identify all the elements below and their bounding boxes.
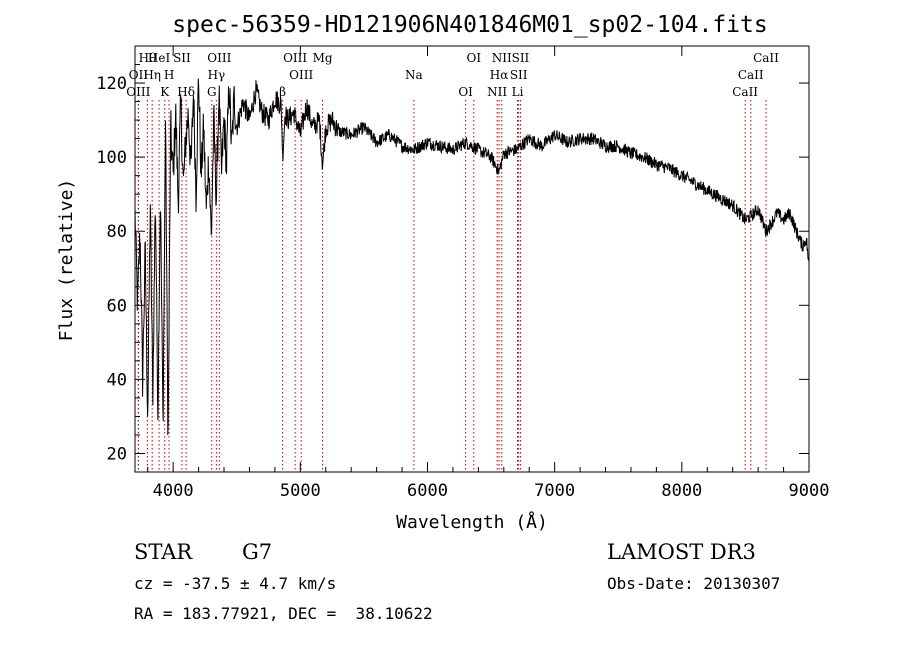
spectral-line-label: CaII <box>738 68 764 82</box>
object-class: STAR <box>134 540 193 564</box>
spectral-line-label: Hη <box>143 68 161 82</box>
x-tick-label: 4000 <box>153 481 194 501</box>
spectral-line-label: CaII <box>753 51 779 65</box>
redshift-velocity: cz = -37.5 ± 4.7 km/s <box>134 574 337 593</box>
x-axis-ticks: 4000 5000 6000 7000 8000 9000 <box>147 46 830 501</box>
spectral-line-label: OIII <box>283 51 307 65</box>
y-axis-label: Flux (relative) <box>56 179 77 342</box>
plot-frame <box>134 45 810 473</box>
spectral-line-label: SII <box>510 68 528 82</box>
y-tick-label: 100 <box>96 148 127 168</box>
spectral-line-label: Hδ <box>177 85 195 99</box>
spectral-line-label: HeI <box>148 51 171 65</box>
spectral-line-label: OI <box>458 85 473 99</box>
spectral-line-label: SII <box>512 51 530 65</box>
y-tick-label: 60 <box>107 296 127 316</box>
spectral-line-label: NII <box>487 85 507 99</box>
x-tick-label: 8000 <box>661 481 702 501</box>
spectral-line-label: β <box>279 85 286 99</box>
spectral-line-label: CaII <box>732 85 758 99</box>
observation-date: Obs-Date: 20130307 <box>607 574 781 593</box>
spectral-line-label: Mg <box>313 51 333 65</box>
spectral-line-label: Hγ <box>208 68 226 82</box>
spectral-line-label: Li <box>512 85 524 99</box>
chart-title: spec-56359-HD121906N401846M01_sp02-104.f… <box>172 12 767 38</box>
spectral-line-label: OIII <box>126 85 150 99</box>
spectral-line-label: OIII <box>207 51 231 65</box>
x-tick-label: 7000 <box>534 481 575 501</box>
spectral-line-labels: HθOIIOIIIHeIHηKSIIHHδOIIIHγGOIIIOIIIβMgN… <box>126 51 779 99</box>
x-axis-label: Wavelength (Å) <box>396 511 548 533</box>
spectral-line-label: Hθ <box>139 51 157 65</box>
object-subclass: G7 <box>242 540 273 564</box>
spectral-line-label: Hα <box>490 68 509 82</box>
spectral-line-label: OI <box>466 51 481 65</box>
spectral-lines-layer <box>137 100 767 472</box>
spectrum-line <box>134 78 810 436</box>
y-tick-label: 40 <box>107 370 127 390</box>
spectral-line-label: K <box>160 85 170 99</box>
spectral-line-label: OIII <box>289 68 313 82</box>
spectral-line-label: OII <box>129 68 149 82</box>
y-tick-label: 80 <box>107 222 127 242</box>
y-tick-label: 120 <box>96 74 127 94</box>
x-tick-label: 5000 <box>280 481 321 501</box>
survey-name: LAMOST DR3 <box>607 540 756 564</box>
spectral-line-label: G <box>207 85 217 99</box>
coordinates: RA = 183.77921, DEC = 38.10622 <box>134 604 433 623</box>
spectral-line-label: NII <box>492 51 512 65</box>
y-axis-ticks: 20 40 60 80 100 120 <box>96 64 809 464</box>
spectral-line-label: SII <box>173 51 191 65</box>
spectral-line-label: H <box>164 68 174 82</box>
spectral-line-label: Na <box>405 68 423 82</box>
x-tick-label: 9000 <box>789 481 830 501</box>
y-tick-label: 20 <box>107 444 127 464</box>
x-tick-label: 6000 <box>407 481 448 501</box>
